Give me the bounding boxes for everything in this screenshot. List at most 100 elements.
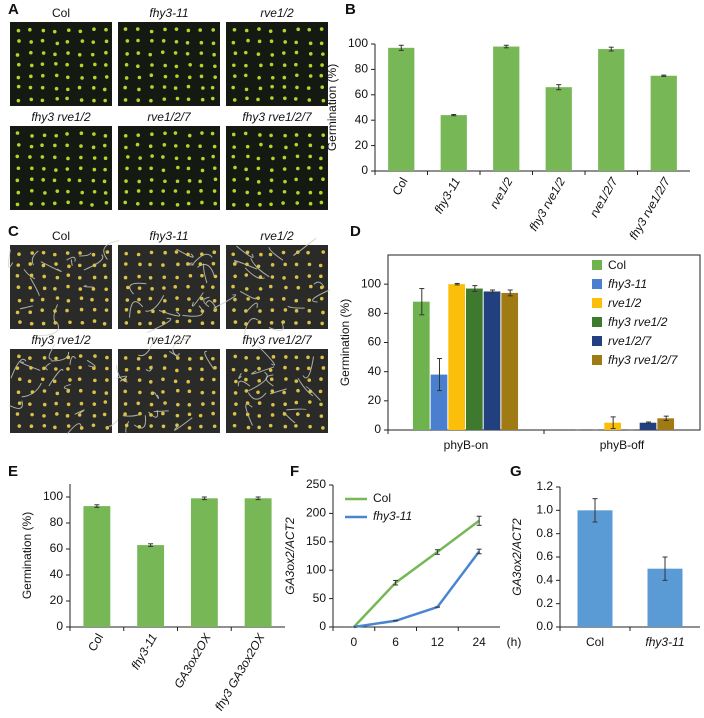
seedling xyxy=(102,322,107,326)
seedling xyxy=(259,252,263,257)
seedling xyxy=(55,275,60,280)
legend-swatch xyxy=(592,279,602,289)
seedling xyxy=(213,308,217,313)
seedling-root xyxy=(83,254,104,271)
seedling xyxy=(53,320,58,325)
seedling xyxy=(105,298,109,302)
legend-swatch xyxy=(592,355,602,365)
seedling xyxy=(282,63,287,68)
seedling xyxy=(308,201,313,206)
seedling xyxy=(162,286,166,290)
seedling-root xyxy=(204,350,215,370)
legend-label: fhy3 rve1/2/7 xyxy=(608,353,679,367)
y-axis-label: Germination (%) xyxy=(338,299,352,386)
seedling xyxy=(163,74,168,79)
seedling xyxy=(17,298,22,303)
photo-label: fhy3 rve1/2 xyxy=(31,333,91,347)
seedling-root xyxy=(250,258,270,278)
x-axis-label: (h) xyxy=(507,635,522,649)
seedling xyxy=(201,402,205,406)
seedling xyxy=(149,189,153,194)
seedling xyxy=(16,263,21,267)
seedling xyxy=(200,285,205,289)
seedling xyxy=(282,390,286,395)
seedling xyxy=(295,154,300,159)
seedling xyxy=(124,251,129,256)
seedling xyxy=(256,390,260,395)
photo xyxy=(118,22,220,106)
seedling xyxy=(319,402,323,407)
seedling xyxy=(232,308,236,312)
seedling xyxy=(244,322,248,326)
seedling xyxy=(294,40,298,45)
seedling xyxy=(319,377,323,381)
seedling xyxy=(245,203,250,207)
seedling xyxy=(319,73,324,78)
seedling xyxy=(136,357,141,361)
seedling xyxy=(294,133,299,137)
seedling xyxy=(102,263,107,268)
seedling xyxy=(211,401,215,406)
seedling xyxy=(137,297,141,302)
seedling xyxy=(232,189,237,193)
seedling xyxy=(259,63,263,68)
y-tick-label: 200 xyxy=(306,506,326,520)
seedling xyxy=(103,134,108,138)
seedling-root xyxy=(70,259,73,266)
seedling xyxy=(213,365,217,370)
x-tick-label: 6 xyxy=(392,635,399,649)
seedling xyxy=(52,178,57,183)
seedling xyxy=(53,252,57,257)
bar xyxy=(244,498,272,627)
seedling xyxy=(307,378,312,382)
seedling xyxy=(175,96,180,101)
seedling xyxy=(200,321,205,326)
seedling xyxy=(257,191,262,196)
seedling xyxy=(123,275,128,280)
seedling xyxy=(188,273,193,278)
error-bar xyxy=(419,288,425,316)
seedling xyxy=(54,61,58,66)
seedling xyxy=(294,142,299,147)
seedling xyxy=(296,27,301,32)
seedling xyxy=(307,298,312,302)
seedling-root xyxy=(69,356,77,365)
seedling xyxy=(175,203,180,207)
seedling xyxy=(161,411,165,416)
seedling xyxy=(257,27,261,31)
seedling xyxy=(175,319,180,324)
seedling xyxy=(17,62,21,67)
seedling xyxy=(185,144,190,148)
seedling xyxy=(283,96,287,101)
seedling xyxy=(65,132,69,136)
bar xyxy=(388,47,415,172)
seedling-root xyxy=(257,344,275,366)
seedling xyxy=(198,262,203,266)
seedling xyxy=(269,39,274,43)
seedling xyxy=(212,166,217,170)
seedling xyxy=(66,284,70,289)
seedling xyxy=(187,156,192,161)
seedling xyxy=(90,203,94,207)
seedling xyxy=(174,156,179,161)
seedling-root xyxy=(48,344,56,360)
seedling xyxy=(294,321,298,325)
photo xyxy=(10,245,112,329)
seedling xyxy=(92,402,97,406)
seedling xyxy=(149,29,154,34)
seedling xyxy=(233,51,238,56)
error-bar xyxy=(434,549,440,555)
seedling xyxy=(295,201,300,205)
photo xyxy=(10,126,112,210)
seedling xyxy=(105,378,109,382)
photo-label: fhy3 rve1/2/7 xyxy=(242,110,313,124)
seedling xyxy=(55,189,60,193)
seedling xyxy=(173,51,178,55)
panel-letter: B xyxy=(345,1,356,18)
seedling xyxy=(283,308,288,312)
seedling xyxy=(244,309,248,313)
legend-label: fhy3-11 xyxy=(373,509,412,523)
seedling xyxy=(105,250,110,254)
seedling xyxy=(90,297,94,302)
seedling xyxy=(319,200,324,205)
